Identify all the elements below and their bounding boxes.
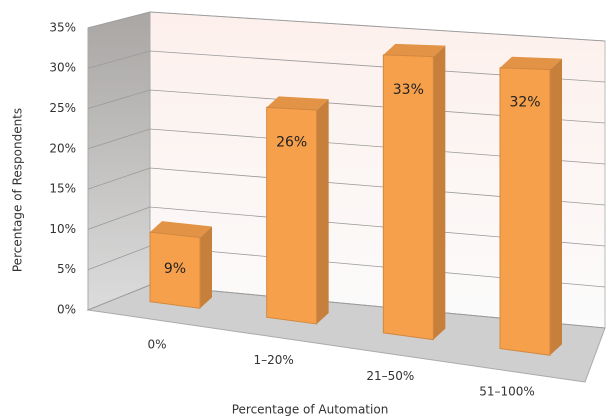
y-tick-label: 15%: [49, 182, 76, 196]
x-tick-label: 0%: [147, 338, 166, 352]
value-label: 33%: [393, 82, 424, 98]
y-tick-label: 35%: [49, 20, 76, 34]
y-tick-label: 25%: [49, 101, 76, 115]
grid-line: [87, 89, 606, 124]
bar-top: [500, 56, 562, 70]
bar: [266, 106, 318, 325]
value-label: 26%: [276, 135, 307, 151]
bar-side: [200, 226, 212, 309]
value-label: 32%: [509, 95, 540, 111]
grid-line: [87, 167, 606, 206]
bar: [149, 231, 201, 309]
bar-side: [550, 58, 562, 356]
x-tick-label: 21–50%: [366, 369, 414, 383]
y-axis-title: Percentage of Respondents: [11, 108, 25, 272]
bar: [499, 67, 551, 356]
y-tick-label: 20%: [49, 141, 76, 155]
grid-line: [87, 50, 606, 83]
x-tick-label: 1–20%: [254, 353, 294, 367]
side-wall: [87, 11, 151, 311]
y-tick-label: 10%: [49, 222, 76, 236]
bar-top: [383, 43, 446, 57]
value-label: 9%: [164, 261, 186, 277]
grid-line: [87, 11, 606, 42]
x-axis-title: Percentage of Automation: [232, 403, 389, 417]
y-tick-label: 30%: [49, 61, 76, 75]
bar-top: [266, 96, 329, 111]
x-tick-label: 51–100%: [479, 384, 535, 398]
grid-line: [87, 206, 606, 247]
y-tick-label: 0%: [57, 303, 76, 317]
bar-side: [316, 99, 329, 324]
grid-line: [87, 128, 606, 165]
bar-side: [433, 45, 446, 340]
y-tick-label: 5%: [57, 262, 76, 276]
bar: [382, 54, 434, 341]
